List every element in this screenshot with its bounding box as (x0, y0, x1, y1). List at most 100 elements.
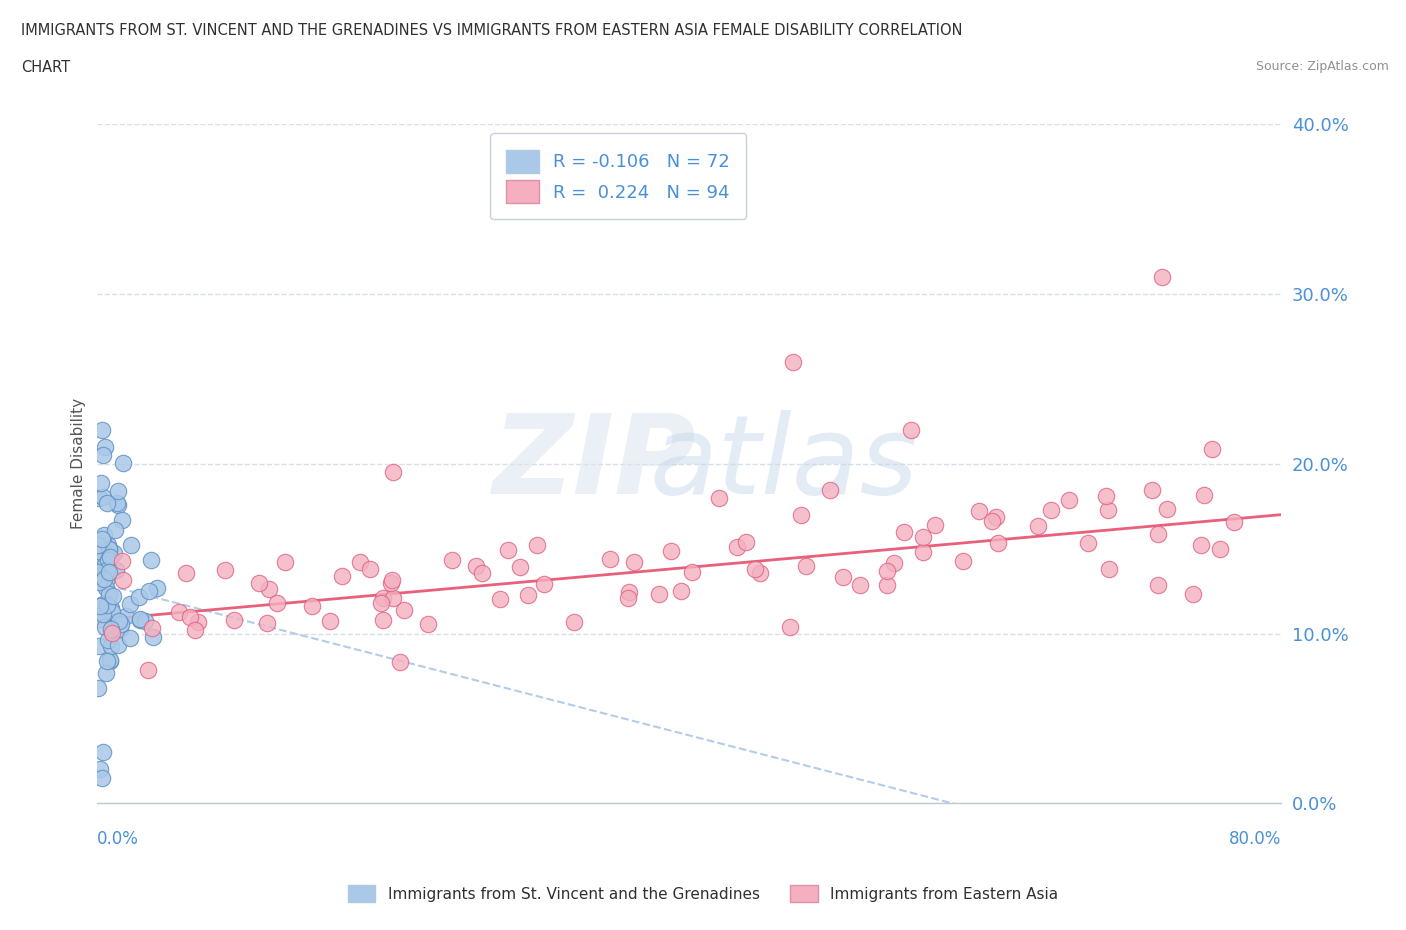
Point (90, 770, 112, 785)
Point (118, 597, 141, 612)
Point (707, 490, 730, 505)
Point (96, 654, 118, 669)
Point (111, 573, 134, 588)
Point (371, 612, 394, 627)
Text: 0.0%: 0.0% (97, 830, 139, 848)
Point (184, 622, 207, 637)
Point (526, 538, 548, 552)
Point (118, 631, 141, 645)
Point (105, 496, 128, 511)
Point (382, 465, 405, 480)
Point (818, 483, 841, 498)
Point (87, 575, 110, 590)
Point (266, 595, 288, 610)
Text: ZIP: ZIP (492, 410, 696, 517)
Point (108, 613, 131, 628)
Point (87, 638, 110, 653)
Point (91, 448, 114, 463)
Point (725, 539, 748, 554)
Point (103, 589, 125, 604)
Point (259, 581, 281, 596)
Point (111, 553, 134, 568)
Point (1026, 519, 1049, 534)
Point (86, 565, 108, 579)
Point (1189, 538, 1212, 552)
Point (91, 531, 114, 546)
Point (893, 525, 915, 540)
Point (97, 538, 120, 552)
Point (108, 622, 131, 637)
Point (94, 574, 117, 589)
Text: CHART: CHART (21, 60, 70, 75)
Text: Source: ZipAtlas.com: Source: ZipAtlas.com (1256, 60, 1389, 73)
Point (90, 422, 112, 437)
Point (849, 578, 872, 592)
Point (370, 595, 392, 610)
Point (138, 662, 160, 677)
Legend: Immigrants from St. Vincent and the Grenadines, Immigrants from Eastern Asia: Immigrants from St. Vincent and the Gren… (342, 879, 1064, 909)
Point (146, 580, 169, 595)
Point (187, 615, 209, 630)
Point (659, 544, 682, 559)
Point (87, 538, 110, 552)
Point (129, 612, 152, 627)
Point (96, 563, 118, 578)
Point (93, 489, 115, 504)
Point (247, 576, 270, 591)
Point (1095, 488, 1118, 503)
Text: atlas: atlas (650, 410, 918, 517)
Point (318, 614, 340, 629)
Point (681, 565, 703, 579)
Point (139, 552, 162, 567)
Point (138, 583, 160, 598)
Point (94, 666, 117, 681)
Point (91, 553, 114, 568)
Point (617, 591, 640, 605)
Point (107, 498, 129, 512)
Point (603, 177, 626, 192)
Point (876, 578, 898, 592)
Point (101, 604, 124, 619)
Point (1077, 536, 1099, 551)
Point (110, 617, 132, 631)
Point (98, 653, 121, 668)
Text: IMMIGRANTS FROM ST. VINCENT AND THE GRENADINES VS IMMIGRANTS FROM EASTERN ASIA F: IMMIGRANTS FROM ST. VINCENT AND THE GREN… (21, 23, 963, 38)
Point (381, 572, 404, 587)
Point (174, 565, 197, 580)
Point (832, 570, 855, 585)
Point (142, 630, 165, 644)
Point (100, 638, 122, 653)
Point (90, 545, 112, 560)
Point (97, 552, 120, 567)
Point (416, 617, 439, 631)
Point (214, 563, 236, 578)
Point (380, 575, 402, 590)
Point (1057, 492, 1080, 507)
Legend: R = -0.106   N = 72, R =  0.224   N = 94: R = -0.106 N = 72, R = 0.224 N = 94 (489, 133, 747, 219)
Point (912, 530, 935, 545)
Point (100, 621, 122, 636)
Point (1201, 442, 1223, 457)
Point (128, 590, 150, 604)
Point (112, 456, 135, 471)
Point (441, 553, 464, 568)
Point (794, 559, 817, 574)
Point (790, 507, 813, 522)
Point (94, 619, 117, 634)
Point (779, 620, 801, 635)
Point (256, 616, 278, 631)
Point (90, 558, 112, 573)
Point (1209, 542, 1232, 557)
Point (912, 544, 935, 559)
Point (134, 614, 156, 629)
Point (103, 546, 125, 561)
Point (1146, 527, 1168, 542)
Point (371, 591, 394, 605)
Point (100, 549, 122, 564)
Point (623, 555, 645, 570)
Point (509, 560, 531, 575)
Point (97, 565, 120, 579)
Point (179, 610, 201, 625)
Point (744, 562, 766, 577)
Point (749, 565, 772, 580)
